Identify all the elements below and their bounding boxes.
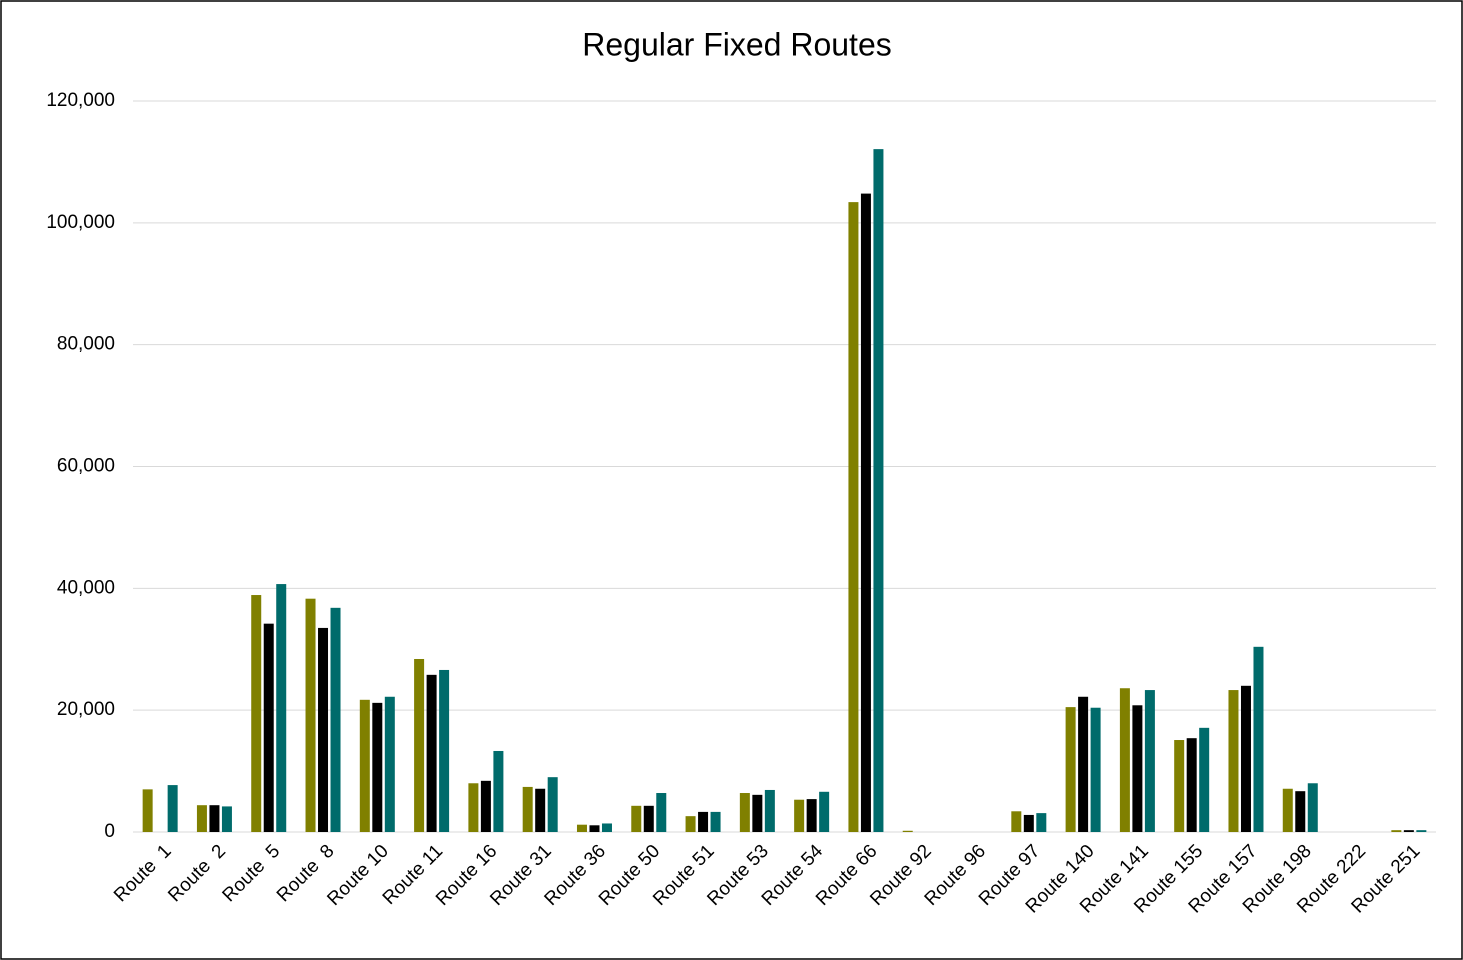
bar [764,789,775,832]
bar [698,811,709,832]
bar [1186,738,1197,832]
bar [263,623,274,832]
bar [902,830,913,832]
y-tick-label: 0 [104,821,115,842]
bar [873,149,884,833]
chart-title: Regular Fixed Routes [582,26,891,62]
y-tick-label: 20,000 [57,699,115,720]
bar [589,825,600,832]
y-tick-label: 40,000 [57,577,115,598]
bar [794,799,805,832]
bar [426,674,437,832]
bar [1403,830,1414,832]
bar [359,699,370,832]
bar [1416,830,1427,832]
bar [276,584,287,832]
bar [1253,646,1264,832]
bar [384,696,395,832]
bar [414,658,425,832]
bar [848,202,859,832]
bar [318,627,329,832]
bar [819,791,830,832]
bar [480,780,491,832]
y-tick-label: 60,000 [57,456,115,477]
bar [251,595,262,832]
bar [330,607,341,832]
bar [493,750,504,832]
bar [305,598,316,832]
bar [1295,791,1306,832]
bar [196,805,207,832]
bar [685,816,696,832]
bar [1282,788,1293,832]
bar [739,793,750,832]
bar [1199,727,1210,832]
bar [1011,811,1022,832]
bar [1307,783,1318,832]
bar [1391,830,1402,832]
bar [1023,814,1034,832]
bar [535,788,546,832]
y-tick-label: 120,000 [46,90,115,111]
bar [1065,707,1076,832]
bar [576,824,587,832]
bar [468,783,479,832]
bar [167,785,178,832]
bar [752,794,763,832]
bar [372,702,383,832]
y-tick-label: 80,000 [57,334,115,355]
bar [631,805,642,832]
bar [142,789,153,832]
bar [522,786,533,832]
bar [1036,813,1047,832]
bar [1078,696,1089,832]
bar [656,793,667,832]
bar [806,799,817,832]
bar [1240,685,1251,832]
bar [643,805,654,832]
bar [1119,688,1130,832]
bar [221,806,232,832]
bar [1228,690,1239,832]
bar [1090,707,1101,832]
bar [1132,705,1143,832]
bar [710,811,721,832]
bar [209,805,220,832]
bar [1144,690,1155,832]
bar [439,669,450,832]
bar [547,777,558,832]
bar [1174,740,1185,832]
bar [601,823,612,832]
y-tick-label: 100,000 [46,212,115,233]
bar [860,193,871,833]
